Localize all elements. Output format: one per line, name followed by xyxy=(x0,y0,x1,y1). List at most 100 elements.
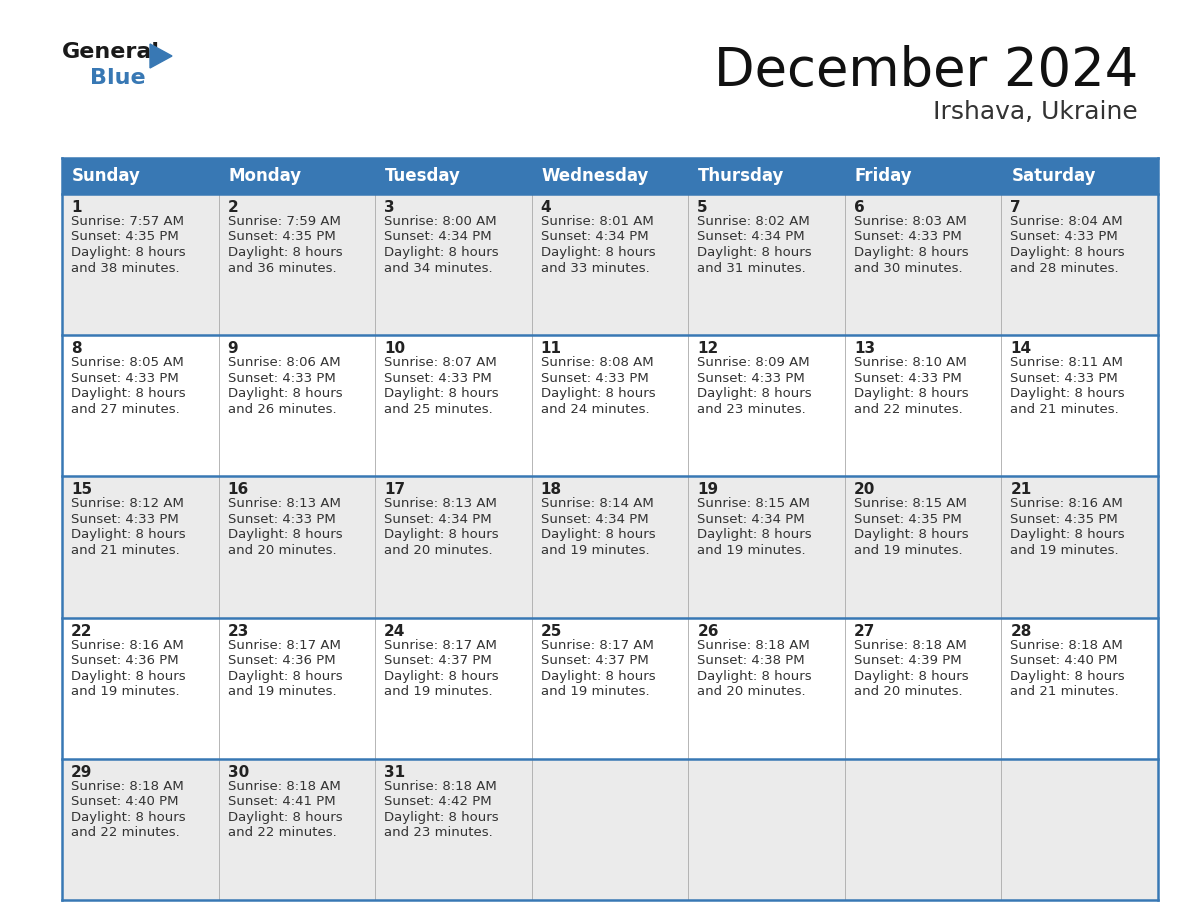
Text: and 36 minutes.: and 36 minutes. xyxy=(228,262,336,274)
Text: Sunrise: 8:18 AM: Sunrise: 8:18 AM xyxy=(697,639,810,652)
Text: Daylight: 8 hours: Daylight: 8 hours xyxy=(697,246,811,259)
Text: Daylight: 8 hours: Daylight: 8 hours xyxy=(384,669,499,683)
Text: Sunset: 4:33 PM: Sunset: 4:33 PM xyxy=(1011,230,1118,243)
Text: and 28 minutes.: and 28 minutes. xyxy=(1011,262,1119,274)
Text: Sunrise: 7:57 AM: Sunrise: 7:57 AM xyxy=(71,215,184,228)
Text: and 20 minutes.: and 20 minutes. xyxy=(228,543,336,557)
Text: and 34 minutes.: and 34 minutes. xyxy=(384,262,493,274)
Text: Blue: Blue xyxy=(90,68,146,88)
Text: General: General xyxy=(62,42,160,62)
Bar xyxy=(845,158,1001,194)
Text: and 19 minutes.: and 19 minutes. xyxy=(228,685,336,698)
Text: 7: 7 xyxy=(1011,200,1020,215)
Text: Daylight: 8 hours: Daylight: 8 hours xyxy=(71,246,185,259)
Text: and 21 minutes.: and 21 minutes. xyxy=(1011,403,1119,416)
Text: 26: 26 xyxy=(697,623,719,639)
Text: 6: 6 xyxy=(854,200,865,215)
Text: Sunset: 4:33 PM: Sunset: 4:33 PM xyxy=(228,372,335,385)
Text: 25: 25 xyxy=(541,623,562,639)
Text: 3: 3 xyxy=(384,200,394,215)
Text: Sunrise: 8:15 AM: Sunrise: 8:15 AM xyxy=(697,498,810,510)
Bar xyxy=(62,194,1158,335)
Text: Sunset: 4:34 PM: Sunset: 4:34 PM xyxy=(697,230,805,243)
Text: and 19 minutes.: and 19 minutes. xyxy=(854,543,962,557)
Text: and 21 minutes.: and 21 minutes. xyxy=(71,543,179,557)
Text: Daylight: 8 hours: Daylight: 8 hours xyxy=(71,811,185,823)
Text: Sunrise: 8:00 AM: Sunrise: 8:00 AM xyxy=(384,215,497,228)
Text: and 20 minutes.: and 20 minutes. xyxy=(384,543,493,557)
Text: Daylight: 8 hours: Daylight: 8 hours xyxy=(541,246,656,259)
Text: Irshava, Ukraine: Irshava, Ukraine xyxy=(934,100,1138,124)
Text: Sunrise: 8:18 AM: Sunrise: 8:18 AM xyxy=(1011,639,1123,652)
Text: 11: 11 xyxy=(541,341,562,356)
Text: 15: 15 xyxy=(71,482,93,498)
Text: Daylight: 8 hours: Daylight: 8 hours xyxy=(71,529,185,542)
Text: Friday: Friday xyxy=(855,167,912,185)
Polygon shape xyxy=(150,44,172,68)
Bar xyxy=(688,158,845,194)
Text: Sunrise: 8:18 AM: Sunrise: 8:18 AM xyxy=(228,779,340,793)
Text: and 21 minutes.: and 21 minutes. xyxy=(1011,685,1119,698)
Text: Daylight: 8 hours: Daylight: 8 hours xyxy=(541,529,656,542)
Text: and 27 minutes.: and 27 minutes. xyxy=(71,403,179,416)
Text: Sunset: 4:33 PM: Sunset: 4:33 PM xyxy=(541,372,649,385)
Text: Sunset: 4:34 PM: Sunset: 4:34 PM xyxy=(541,230,649,243)
Text: 18: 18 xyxy=(541,482,562,498)
Text: December 2024: December 2024 xyxy=(714,45,1138,97)
Text: and 24 minutes.: and 24 minutes. xyxy=(541,403,650,416)
Text: Daylight: 8 hours: Daylight: 8 hours xyxy=(697,387,811,400)
Bar xyxy=(62,618,1158,759)
Text: 29: 29 xyxy=(71,765,93,779)
Text: Daylight: 8 hours: Daylight: 8 hours xyxy=(854,669,968,683)
Text: and 19 minutes.: and 19 minutes. xyxy=(1011,543,1119,557)
Text: and 23 minutes.: and 23 minutes. xyxy=(697,403,805,416)
Text: 8: 8 xyxy=(71,341,82,356)
Text: Sunset: 4:42 PM: Sunset: 4:42 PM xyxy=(384,795,492,809)
Text: and 19 minutes.: and 19 minutes. xyxy=(71,685,179,698)
Text: Daylight: 8 hours: Daylight: 8 hours xyxy=(1011,246,1125,259)
Text: Sunset: 4:34 PM: Sunset: 4:34 PM xyxy=(541,513,649,526)
Text: Sunrise: 8:03 AM: Sunrise: 8:03 AM xyxy=(854,215,967,228)
Text: Sunrise: 8:10 AM: Sunrise: 8:10 AM xyxy=(854,356,967,369)
Text: Daylight: 8 hours: Daylight: 8 hours xyxy=(854,529,968,542)
Text: Sunrise: 8:15 AM: Sunrise: 8:15 AM xyxy=(854,498,967,510)
Text: Sunset: 4:35 PM: Sunset: 4:35 PM xyxy=(71,230,178,243)
Text: Sunrise: 8:14 AM: Sunrise: 8:14 AM xyxy=(541,498,653,510)
Text: Saturday: Saturday xyxy=(1011,167,1095,185)
Bar xyxy=(62,476,1158,618)
Text: Daylight: 8 hours: Daylight: 8 hours xyxy=(1011,387,1125,400)
Text: 19: 19 xyxy=(697,482,719,498)
Text: Sunrise: 8:18 AM: Sunrise: 8:18 AM xyxy=(384,779,497,793)
Text: and 20 minutes.: and 20 minutes. xyxy=(697,685,805,698)
Text: Sunset: 4:34 PM: Sunset: 4:34 PM xyxy=(384,513,492,526)
Text: Sunset: 4:37 PM: Sunset: 4:37 PM xyxy=(541,655,649,667)
Text: and 33 minutes.: and 33 minutes. xyxy=(541,262,650,274)
Bar xyxy=(1001,158,1158,194)
Text: Sunset: 4:34 PM: Sunset: 4:34 PM xyxy=(697,513,805,526)
Text: and 31 minutes.: and 31 minutes. xyxy=(697,262,805,274)
Text: Sunset: 4:35 PM: Sunset: 4:35 PM xyxy=(228,230,335,243)
Text: and 30 minutes.: and 30 minutes. xyxy=(854,262,962,274)
Text: and 19 minutes.: and 19 minutes. xyxy=(697,543,805,557)
Text: and 25 minutes.: and 25 minutes. xyxy=(384,403,493,416)
Text: Sunset: 4:35 PM: Sunset: 4:35 PM xyxy=(1011,513,1118,526)
Text: Thursday: Thursday xyxy=(699,167,784,185)
Text: Daylight: 8 hours: Daylight: 8 hours xyxy=(384,811,499,823)
Text: and 20 minutes.: and 20 minutes. xyxy=(854,685,962,698)
Text: Sunset: 4:38 PM: Sunset: 4:38 PM xyxy=(697,655,805,667)
Text: Tuesday: Tuesday xyxy=(385,167,461,185)
Text: Daylight: 8 hours: Daylight: 8 hours xyxy=(71,669,185,683)
Bar xyxy=(62,335,1158,476)
Text: Sunset: 4:37 PM: Sunset: 4:37 PM xyxy=(384,655,492,667)
Text: 31: 31 xyxy=(384,765,405,779)
Text: Daylight: 8 hours: Daylight: 8 hours xyxy=(228,811,342,823)
Text: 22: 22 xyxy=(71,623,93,639)
Text: Sunrise: 8:13 AM: Sunrise: 8:13 AM xyxy=(384,498,497,510)
Text: Sunset: 4:33 PM: Sunset: 4:33 PM xyxy=(697,372,805,385)
Text: Sunrise: 8:16 AM: Sunrise: 8:16 AM xyxy=(71,639,184,652)
Text: Daylight: 8 hours: Daylight: 8 hours xyxy=(228,529,342,542)
Text: Sunset: 4:41 PM: Sunset: 4:41 PM xyxy=(228,795,335,809)
Text: Daylight: 8 hours: Daylight: 8 hours xyxy=(854,387,968,400)
Text: Sunrise: 8:17 AM: Sunrise: 8:17 AM xyxy=(228,639,341,652)
Text: and 19 minutes.: and 19 minutes. xyxy=(384,685,493,698)
